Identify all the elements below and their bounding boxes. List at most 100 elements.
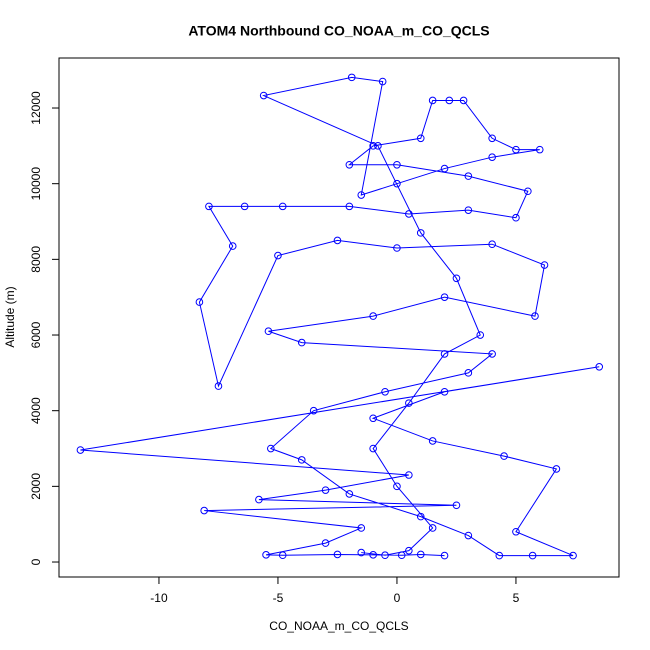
x-tick-label: -5	[273, 591, 284, 605]
data-point	[278, 202, 287, 211]
data-point	[428, 524, 437, 532]
data-point	[464, 172, 473, 180]
data-point	[397, 551, 406, 560]
data-point	[393, 160, 401, 169]
data-point	[369, 414, 377, 423]
data-point	[262, 551, 270, 559]
data-point	[476, 331, 485, 339]
data-point	[357, 524, 366, 532]
data-point	[488, 153, 496, 161]
data-point	[381, 551, 389, 560]
data-point	[264, 327, 273, 336]
data-point	[309, 406, 318, 415]
data-point	[440, 350, 449, 358]
data-point	[531, 312, 539, 320]
data-point	[440, 293, 449, 301]
data-point	[267, 444, 275, 453]
x-tick-label: -10	[150, 591, 168, 605]
data-point	[416, 229, 425, 237]
data-point	[393, 482, 401, 491]
data-point	[228, 242, 237, 250]
data-point	[512, 145, 520, 154]
data-point	[405, 471, 413, 479]
data-point	[416, 550, 425, 559]
data-point	[488, 134, 496, 143]
data-point	[393, 244, 401, 252]
data-point	[357, 191, 366, 199]
data-point	[278, 551, 287, 560]
data-point	[500, 452, 508, 460]
chart-title: ATOM4 Northbound CO_NOAA_m_CO_QCLS	[188, 23, 489, 39]
data-point	[321, 539, 330, 547]
data-point	[214, 382, 223, 390]
y-tick-label: 2000	[29, 473, 43, 500]
data-point	[259, 91, 268, 100]
data-point	[347, 73, 356, 82]
y-tick-label: 10000	[29, 167, 43, 201]
data-point	[416, 134, 425, 143]
data-point	[445, 96, 454, 105]
data-point	[369, 444, 377, 453]
data-point	[512, 213, 520, 222]
data-point	[540, 261, 549, 269]
data-point	[345, 490, 354, 498]
data-point	[512, 527, 520, 536]
data-point	[357, 548, 366, 557]
data-point	[405, 399, 413, 407]
data-point	[378, 77, 387, 86]
data-point	[297, 456, 306, 464]
y-tick-label: 0	[29, 558, 43, 565]
data-point	[321, 486, 330, 494]
data-point	[345, 160, 354, 169]
data-point	[440, 164, 449, 173]
data-point	[440, 387, 449, 396]
y-axis-label: Altitude (m)	[3, 286, 17, 347]
data-point	[552, 465, 561, 473]
data-point	[381, 387, 389, 396]
data-point	[464, 206, 473, 214]
y-tick-label: 4000	[29, 397, 43, 424]
y-tick-label: 8000	[29, 246, 43, 273]
y-tick-label: 12000	[29, 91, 43, 125]
data-point	[274, 251, 282, 260]
data-point	[464, 369, 473, 377]
data-point	[416, 512, 425, 521]
data-line	[80, 76, 600, 557]
data-point	[440, 551, 449, 560]
data-point	[452, 501, 461, 510]
data-point	[595, 362, 604, 371]
data-point	[569, 551, 577, 560]
data-point	[345, 202, 354, 211]
data-point	[297, 338, 306, 347]
data-point	[452, 274, 461, 283]
data-point	[428, 96, 437, 105]
data-point	[369, 312, 377, 320]
data-point	[333, 236, 342, 245]
data-point	[459, 96, 468, 105]
data-point	[488, 350, 496, 358]
data-point	[255, 495, 263, 504]
data-point	[76, 446, 85, 454]
data-point	[524, 187, 532, 196]
data-point	[369, 142, 377, 150]
data-point	[488, 240, 496, 249]
data-point	[405, 210, 413, 218]
data-point	[528, 551, 537, 560]
data-point	[405, 546, 413, 555]
data-point	[240, 202, 249, 211]
data-point	[374, 142, 382, 150]
data-point	[535, 145, 544, 154]
x-axis-label: CO_NOAA_m_CO_QCLS	[269, 619, 408, 633]
data-point	[464, 531, 473, 540]
data-point	[205, 202, 213, 211]
x-tick-label: 0	[394, 591, 401, 605]
data-point	[495, 551, 504, 560]
data-point	[369, 551, 377, 559]
data-point	[200, 506, 208, 515]
data-point	[393, 179, 401, 188]
y-tick-label: 6000	[29, 321, 43, 348]
data-point	[333, 550, 342, 559]
plot-frame	[58, 57, 620, 578]
